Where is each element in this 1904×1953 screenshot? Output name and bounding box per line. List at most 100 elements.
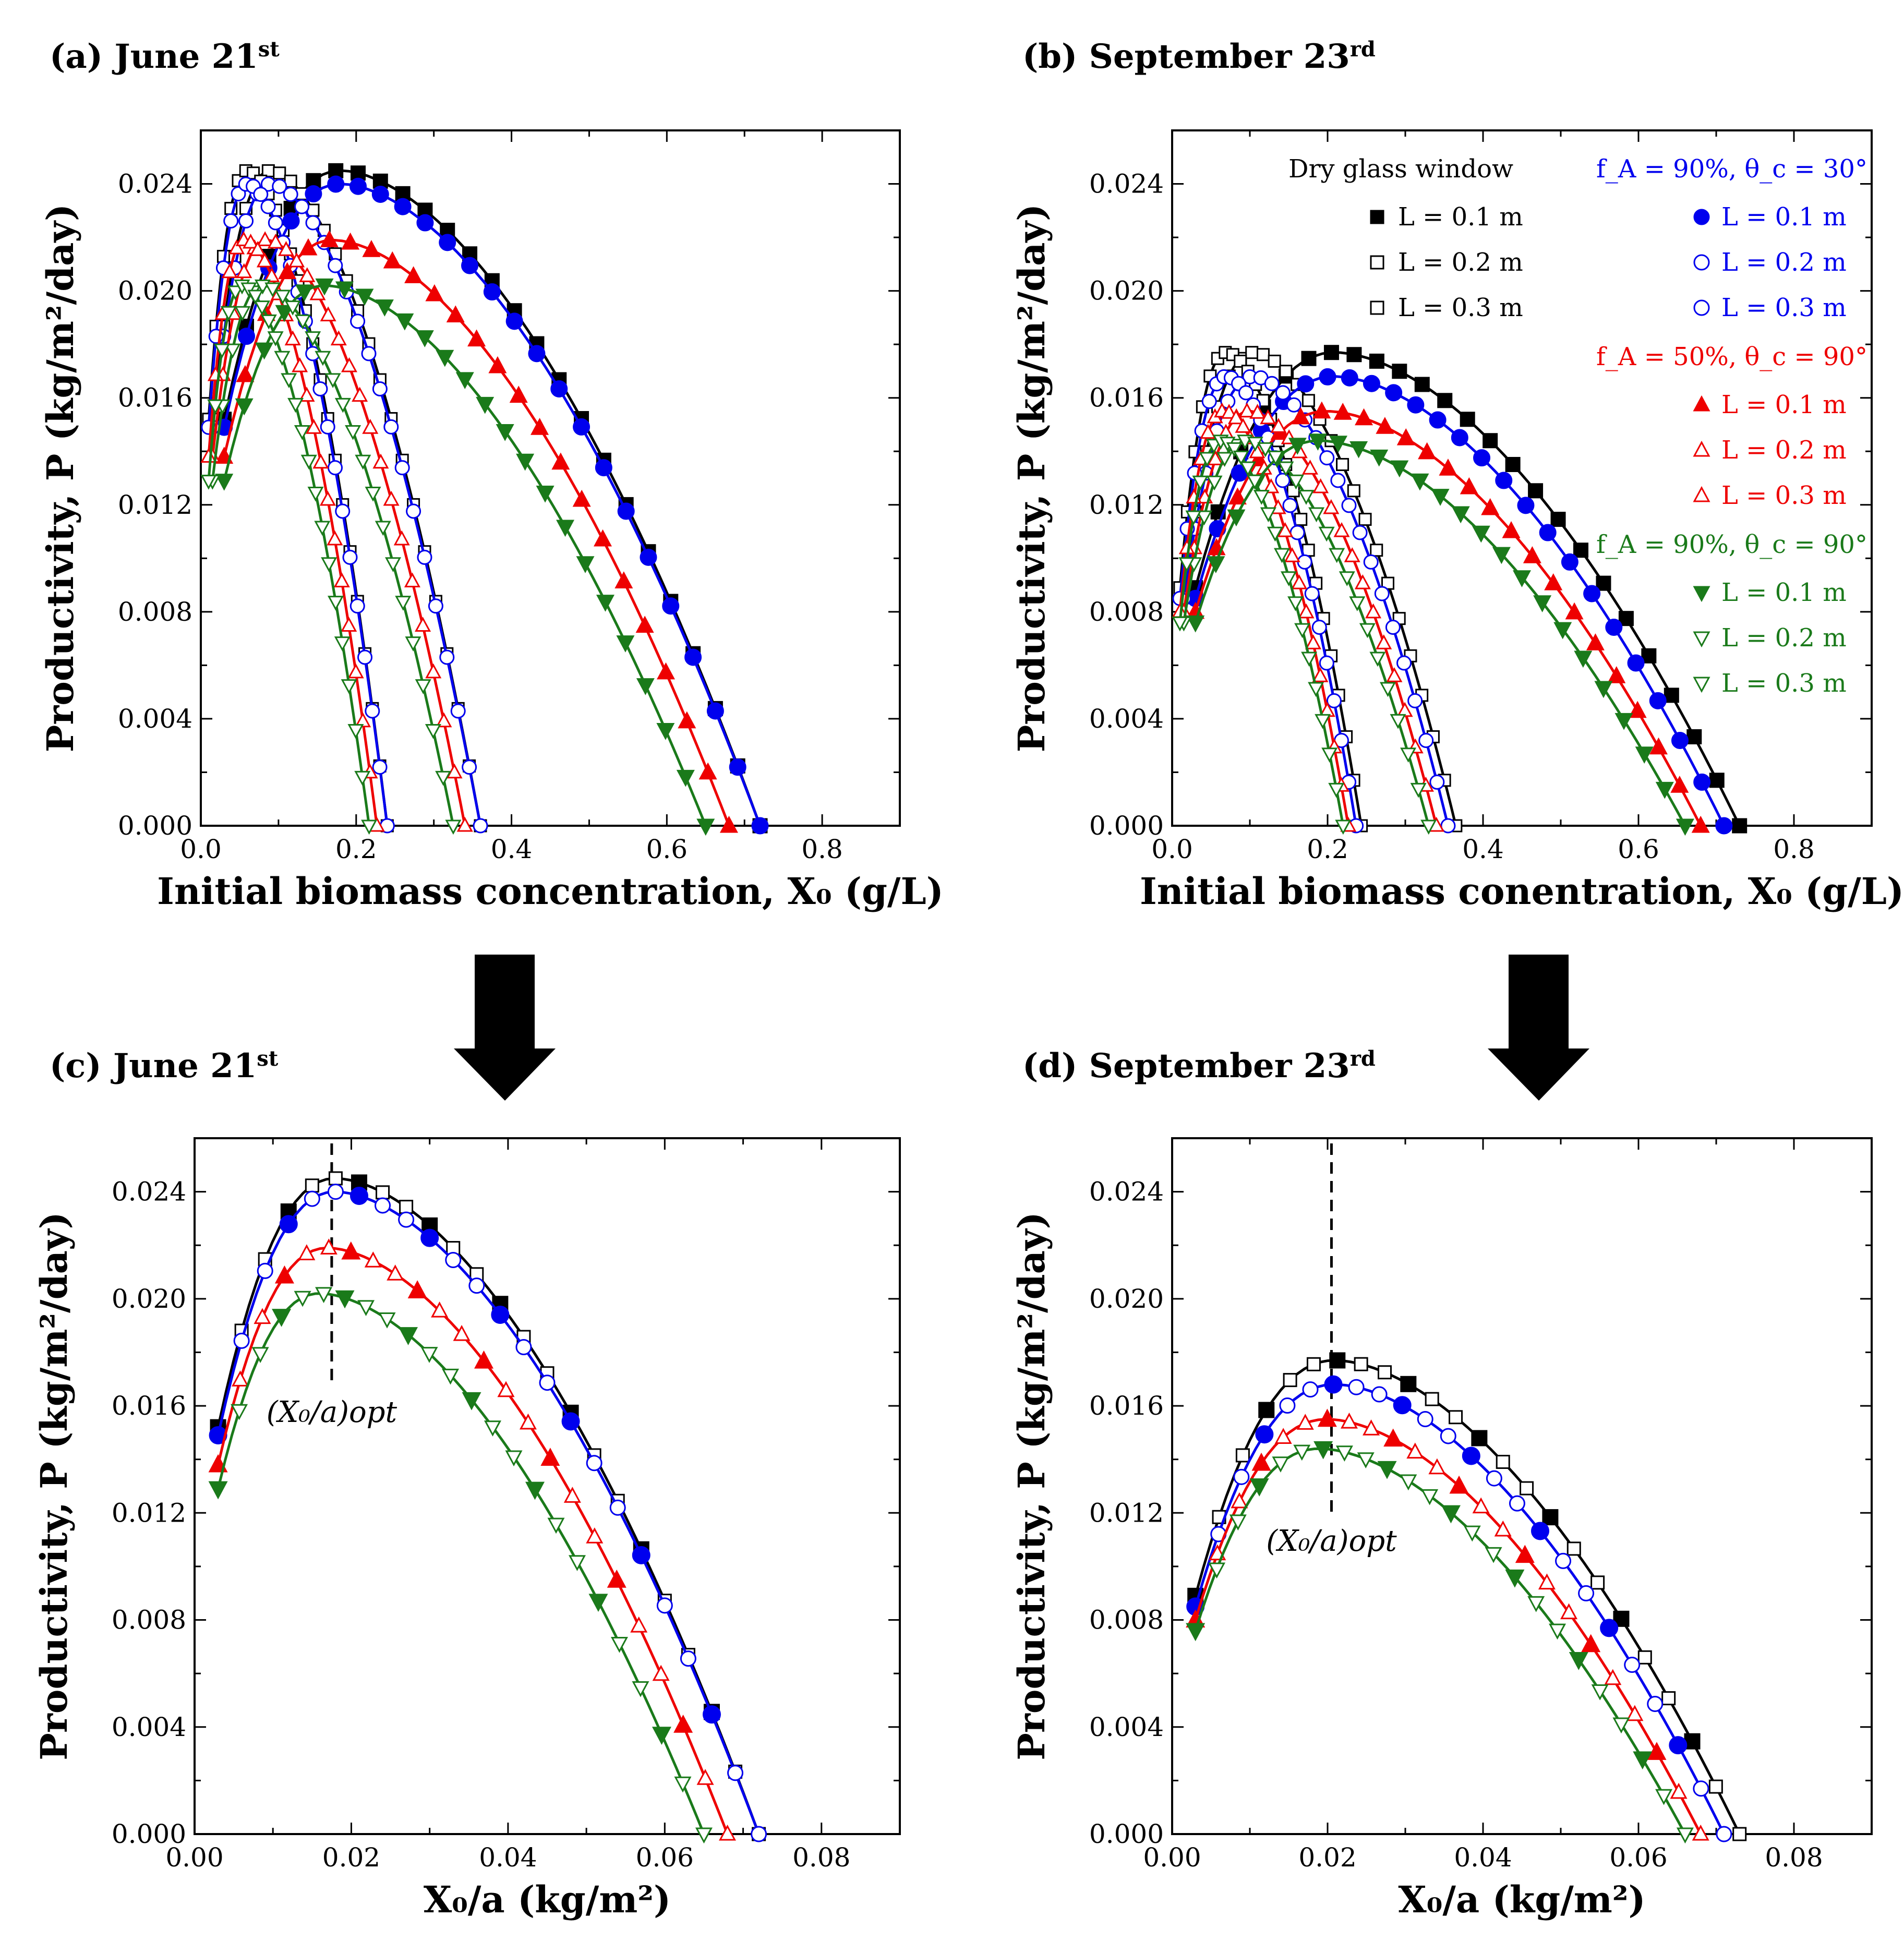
data-point xyxy=(1573,542,1588,558)
data-point xyxy=(328,1171,343,1186)
data-point xyxy=(1346,347,1362,363)
data-point xyxy=(595,459,612,477)
data-point xyxy=(1635,746,1654,764)
legend-fa90-90-L1: L = 0.1 m xyxy=(1721,578,1847,607)
data-point xyxy=(260,199,276,214)
data-point xyxy=(1411,473,1429,491)
data-point xyxy=(1376,634,1392,649)
data-point xyxy=(719,815,738,833)
x-axis-label: X₀/a (kg/m²) xyxy=(1398,1878,1645,1921)
data-point xyxy=(1495,472,1513,489)
data-point xyxy=(453,1324,471,1341)
data-point xyxy=(200,448,217,463)
panel-b: 0.000 0.004 0.008 0.012 0.016 0.020 0.024 0.0 0.… xyxy=(1010,129,1904,913)
legend-marker xyxy=(1693,631,1710,648)
y-tick-label: 0.008 xyxy=(1089,1605,1164,1635)
data-point xyxy=(1226,442,1243,457)
data-point xyxy=(446,305,465,323)
data-point xyxy=(1371,1386,1388,1403)
data-point xyxy=(320,419,335,435)
data-point xyxy=(1512,570,1532,587)
data-point xyxy=(257,231,273,246)
data-point xyxy=(298,1244,316,1260)
data-point xyxy=(328,163,344,178)
y-tick-label: 0.020 xyxy=(1089,1284,1164,1314)
data-point xyxy=(1272,1456,1290,1473)
legend-marker xyxy=(1693,586,1710,602)
data-point xyxy=(1496,1454,1510,1469)
data-point xyxy=(1235,418,1251,433)
legend-fa90-90-L2: L = 0.2 m xyxy=(1721,623,1847,653)
series-line xyxy=(1194,1383,1726,1835)
data-point xyxy=(395,596,412,611)
data-point xyxy=(1440,818,1456,834)
data-point xyxy=(1288,438,1307,455)
data-point xyxy=(1200,424,1216,439)
data-point xyxy=(264,282,281,298)
data-point xyxy=(267,233,284,249)
data-point xyxy=(751,817,769,835)
data-point xyxy=(352,387,368,402)
y-tick-label: 0.000 xyxy=(118,811,192,841)
data-point xyxy=(1315,714,1331,729)
y-tick-label: 0.020 xyxy=(118,276,192,306)
data-point xyxy=(300,454,317,470)
data-point xyxy=(305,185,322,203)
x-tick-label: 0.02 xyxy=(322,1842,380,1873)
data-point xyxy=(519,1413,537,1430)
data-point xyxy=(1437,393,1453,408)
y-tick-label: 0.012 xyxy=(1089,490,1164,520)
data-point xyxy=(1308,433,1327,451)
data-point xyxy=(420,1347,438,1363)
data-point xyxy=(1377,1365,1392,1380)
y-tick-label: 0.004 xyxy=(118,704,192,734)
data-point xyxy=(1235,1448,1250,1463)
data-point xyxy=(335,281,354,299)
data-point xyxy=(1586,633,1605,650)
data-point xyxy=(334,636,351,652)
data-point xyxy=(1709,773,1725,788)
data-point xyxy=(467,329,486,347)
data-point xyxy=(208,1481,228,1500)
data-point xyxy=(327,175,345,193)
data-point xyxy=(1392,364,1407,379)
data-point xyxy=(292,357,308,372)
x-tick-label: 0.4 xyxy=(491,834,533,864)
data-point xyxy=(1555,1552,1572,1569)
data-point xyxy=(1263,478,1280,493)
data-point xyxy=(1312,401,1331,419)
data-point xyxy=(1302,394,1315,407)
data-point xyxy=(1354,574,1371,589)
data-point xyxy=(1231,1492,1248,1509)
plot-frame xyxy=(1171,129,1873,827)
data-point xyxy=(1302,460,1318,475)
panel-a-title: (a) June 21st xyxy=(50,37,280,76)
data-point xyxy=(536,485,555,503)
series-line xyxy=(223,238,730,826)
data-point xyxy=(342,549,358,565)
data-point xyxy=(1312,478,1329,493)
data-point xyxy=(272,178,287,194)
legend: Dry glass window f_A = 90%, θ_c = 30° f_… xyxy=(1288,154,1867,698)
data-point xyxy=(610,1636,628,1653)
data-point xyxy=(267,331,284,346)
data-point xyxy=(1417,1411,1433,1428)
data-point xyxy=(1207,450,1224,465)
data-point xyxy=(1298,603,1315,619)
legend-fa90-90-header: f_A = 90%, θ_c = 90° xyxy=(1596,530,1867,559)
data-point xyxy=(375,521,391,536)
data-point xyxy=(1561,553,1578,571)
data-point xyxy=(324,373,341,389)
data-point xyxy=(445,819,462,835)
data-point xyxy=(378,1312,396,1329)
data-point xyxy=(1494,1520,1512,1537)
data-point xyxy=(365,486,381,502)
data-point xyxy=(1335,1445,1353,1462)
data-point xyxy=(1264,376,1280,391)
x-tick-label: 0.04 xyxy=(479,1842,537,1873)
data-point xyxy=(702,1705,721,1724)
data-point xyxy=(1386,667,1403,682)
data-point xyxy=(586,1455,602,1472)
data-point xyxy=(255,342,274,360)
data-point xyxy=(1633,1751,1653,1770)
